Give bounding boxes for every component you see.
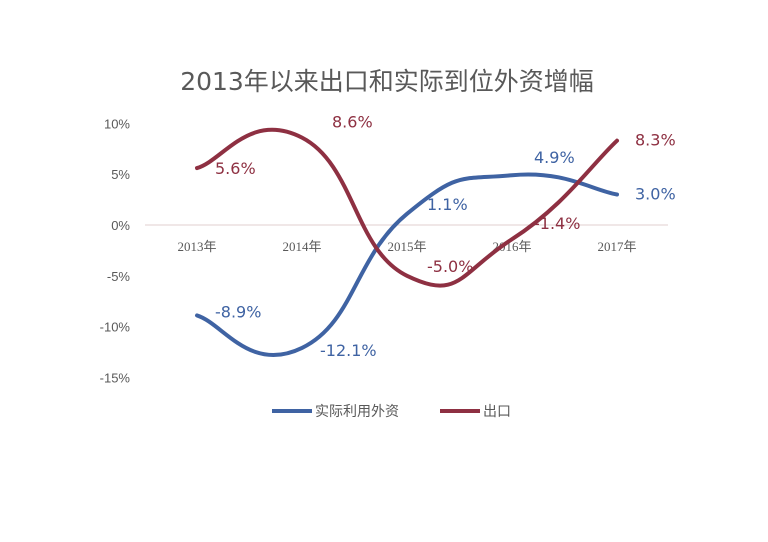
data-label: 4.9% bbox=[534, 148, 575, 167]
data-label: 3.0% bbox=[635, 185, 676, 204]
series-line-fdi bbox=[195, 172, 619, 357]
data-label: 1.1% bbox=[427, 195, 468, 214]
y-tick-label: -5% bbox=[107, 269, 131, 284]
x-category-label: 2015年 bbox=[387, 239, 426, 254]
x-category-label: 2017年 bbox=[597, 239, 636, 254]
data-label: -1.4% bbox=[534, 214, 580, 233]
data-label: 5.6% bbox=[215, 159, 256, 178]
legend-label: 实际利用外资 bbox=[315, 404, 399, 420]
y-tick-label: 10% bbox=[104, 116, 130, 131]
data-label: 8.6% bbox=[332, 113, 373, 132]
data-label: 8.3% bbox=[635, 131, 676, 150]
y-tick-label: 0% bbox=[111, 218, 130, 233]
data-label: -5.0% bbox=[427, 257, 473, 276]
x-category-label: 2016年 bbox=[492, 239, 531, 254]
series-line-exports bbox=[195, 127, 619, 288]
y-tick-label: -15% bbox=[100, 370, 131, 385]
y-tick-label: -10% bbox=[100, 320, 131, 335]
x-category-label: 2014年 bbox=[282, 239, 321, 254]
chart-title: 2013年以来出口和实际到位外资增幅 bbox=[180, 67, 594, 96]
data-label: -8.9% bbox=[215, 302, 261, 321]
legend-label: 出口 bbox=[483, 404, 511, 420]
data-label: -12.1% bbox=[320, 341, 377, 360]
y-tick-label: 5% bbox=[111, 167, 130, 182]
x-category-label: 2013年 bbox=[177, 239, 216, 254]
